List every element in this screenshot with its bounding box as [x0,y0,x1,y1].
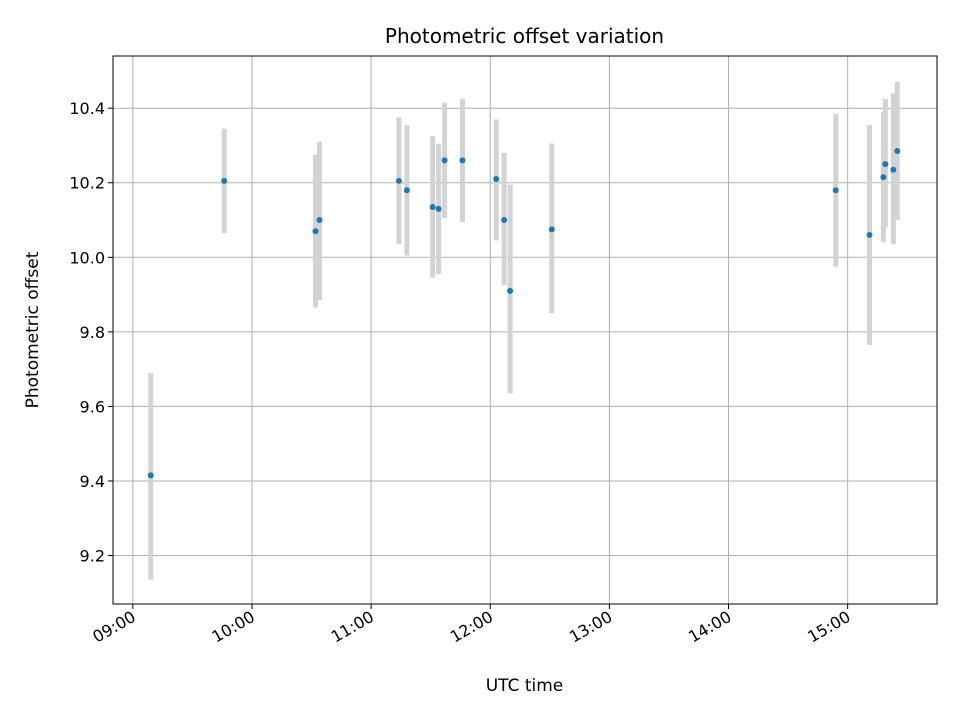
y-tick-label: 9.8 [80,323,105,342]
data-point [429,203,436,210]
y-tick-label: 9.2 [80,547,105,566]
data-point [312,228,319,235]
y-tick-label: 10.4 [69,99,105,118]
y-axis-ticks: 9.2 9.4 9.6 9.8 10.0 10.2 10.4 [69,99,113,566]
x-axis-label: UTC time [486,676,564,696]
data-point [459,157,466,164]
data-point [890,166,897,173]
data-point [880,174,887,181]
data-point [894,148,901,155]
data-point [507,287,514,294]
data-point [866,231,873,238]
y-tick-label: 9.6 [80,397,105,416]
data-point [501,217,508,224]
data-point [395,177,402,184]
chart-title: Photometric offset variation [385,24,664,48]
data-point [147,472,154,479]
y-axis-label: Photometric offset [23,251,43,408]
data-points [147,148,901,479]
data-point [832,187,839,194]
y-tick-label: 10.2 [69,174,105,193]
data-point [403,187,410,194]
y-tick-label: 10.0 [69,248,105,267]
data-point [221,177,228,184]
data-point [435,205,442,212]
data-point [493,176,500,183]
data-point [882,161,889,168]
data-point [548,226,555,233]
data-point [441,157,448,164]
data-point [316,217,323,224]
grid [113,56,937,604]
plot-frame [112,55,938,605]
y-tick-label: 9.4 [80,472,105,491]
